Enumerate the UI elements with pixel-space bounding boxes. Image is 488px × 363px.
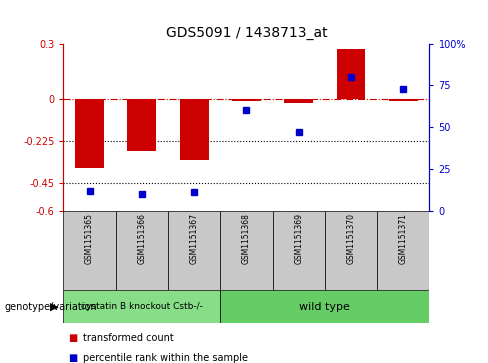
Text: GSM1151370: GSM1151370	[346, 213, 356, 264]
Text: wild type: wild type	[300, 302, 350, 312]
Text: GSM1151366: GSM1151366	[137, 213, 146, 264]
Bar	[325, 211, 377, 290]
Bar	[285, 99, 313, 103]
Text: GSM1151371: GSM1151371	[399, 213, 408, 264]
Text: transformed count: transformed count	[83, 333, 174, 343]
Bar	[377, 211, 429, 290]
Text: GSM1151369: GSM1151369	[294, 213, 303, 264]
Bar	[220, 211, 273, 290]
Bar	[116, 211, 168, 290]
Bar	[168, 211, 220, 290]
Text: ▶: ▶	[50, 302, 59, 312]
Title: GDS5091 / 1438713_at: GDS5091 / 1438713_at	[165, 26, 327, 40]
Text: ■: ■	[68, 333, 78, 343]
Bar	[220, 290, 429, 323]
Text: GSM1151368: GSM1151368	[242, 213, 251, 264]
Bar	[127, 99, 156, 151]
Text: cystatin B knockout Cstb-/-: cystatin B knockout Cstb-/-	[81, 302, 203, 311]
Text: ■: ■	[68, 352, 78, 363]
Bar	[63, 290, 220, 323]
Bar	[63, 211, 116, 290]
Text: GSM1151365: GSM1151365	[85, 213, 94, 264]
Bar	[389, 99, 418, 101]
Bar	[75, 99, 104, 168]
Text: GSM1151367: GSM1151367	[190, 213, 199, 264]
Text: genotype/variation: genotype/variation	[5, 302, 98, 312]
Text: percentile rank within the sample: percentile rank within the sample	[83, 352, 248, 363]
Bar	[180, 99, 208, 160]
Bar	[337, 49, 366, 99]
Bar	[273, 211, 325, 290]
Bar	[232, 99, 261, 101]
